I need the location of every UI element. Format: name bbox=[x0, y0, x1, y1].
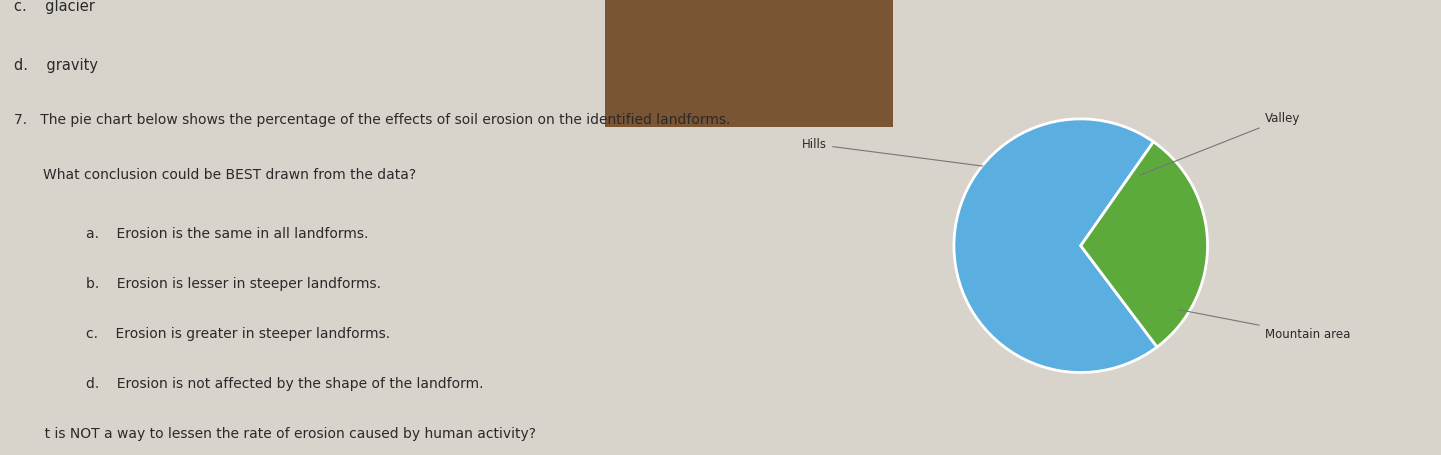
Text: a.    Erosion is the same in all landforms.: a. Erosion is the same in all landforms. bbox=[86, 227, 369, 241]
Text: t is NOT a way to lessen the rate of erosion caused by human activity?: t is NOT a way to lessen the rate of ero… bbox=[14, 427, 536, 441]
Text: Valley: Valley bbox=[1140, 112, 1300, 175]
Text: d.    gravity: d. gravity bbox=[14, 58, 98, 73]
Text: What conclusion could be BEST drawn from the data?: What conclusion could be BEST drawn from… bbox=[43, 168, 416, 182]
Wedge shape bbox=[954, 119, 1157, 373]
Text: b.    Erosion is lesser in steeper landforms.: b. Erosion is lesser in steeper landform… bbox=[86, 277, 382, 291]
Text: Mountain area: Mountain area bbox=[1179, 310, 1350, 341]
Text: 7.   The pie chart below shows the percentage of the effects of soil erosion on : 7. The pie chart below shows the percent… bbox=[14, 113, 731, 127]
Wedge shape bbox=[1081, 142, 1208, 347]
Text: c.    glacier: c. glacier bbox=[14, 0, 95, 14]
FancyBboxPatch shape bbox=[605, 0, 893, 127]
Text: c.    Erosion is greater in steeper landforms.: c. Erosion is greater in steeper landfor… bbox=[86, 327, 391, 341]
Text: d.    Erosion is not affected by the shape of the landform.: d. Erosion is not affected by the shape … bbox=[86, 377, 484, 391]
Text: Hills: Hills bbox=[803, 138, 983, 166]
